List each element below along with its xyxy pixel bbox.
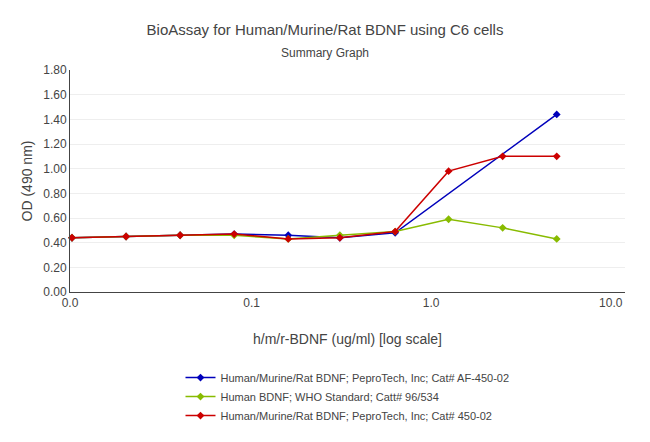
svg-text:Human BDNF; WHO Standard; Catt: Human BDNF; WHO Standard; Catt# 96/534 bbox=[221, 391, 439, 403]
svg-text:1.60: 1.60 bbox=[43, 88, 67, 102]
svg-text:0.1: 0.1 bbox=[243, 296, 260, 310]
svg-text:BioAssay for Human/Murine/Rat: BioAssay for Human/Murine/Rat BDNF using… bbox=[147, 21, 504, 38]
svg-text:0.40: 0.40 bbox=[43, 236, 67, 250]
svg-text:1.0: 1.0 bbox=[423, 296, 440, 310]
svg-text:h/m/r-BDNF (ug/ml) [log scale]: h/m/r-BDNF (ug/ml) [log scale] bbox=[253, 331, 442, 347]
svg-text:1.80: 1.80 bbox=[43, 63, 67, 77]
svg-text:Human/Murine/Rat BDNF; PeproTe: Human/Murine/Rat BDNF; PeproTech, Inc; C… bbox=[221, 372, 510, 384]
svg-text:0.20: 0.20 bbox=[43, 261, 67, 275]
svg-text:1.00: 1.00 bbox=[43, 162, 67, 176]
svg-text:10.0: 10.0 bbox=[599, 296, 623, 310]
svg-text:0.80: 0.80 bbox=[43, 187, 67, 201]
svg-text:1.40: 1.40 bbox=[43, 113, 67, 127]
svg-text:1.20: 1.20 bbox=[43, 137, 67, 151]
svg-text:0.0: 0.0 bbox=[62, 296, 79, 310]
svg-text:0.00: 0.00 bbox=[43, 285, 67, 299]
svg-text:OD (490 nm): OD (490 nm) bbox=[19, 141, 35, 222]
svg-text:Summary Graph: Summary Graph bbox=[281, 46, 369, 60]
svg-text:Human/Murine/Rat BDNF; PeproTe: Human/Murine/Rat BDNF; PeproTech, Inc; C… bbox=[221, 410, 492, 422]
svg-text:0.60: 0.60 bbox=[43, 211, 67, 225]
